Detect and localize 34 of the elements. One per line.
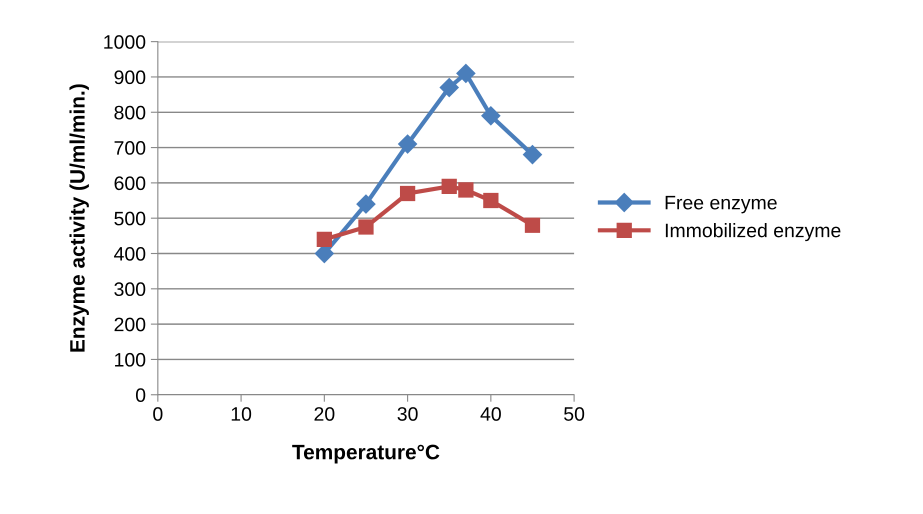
y-axis-title: Enzyme activity (U/ml/min.) bbox=[69, 84, 89, 352]
y-tick-label: 900 bbox=[114, 70, 146, 84]
legend-label: Immobilized enzyme bbox=[666, 223, 840, 242]
point bbox=[481, 106, 500, 126]
y-tick-label: 100 bbox=[115, 352, 146, 367]
x-axis-title: Temperature°C bbox=[292, 444, 440, 464]
point bbox=[522, 145, 542, 164]
point bbox=[458, 182, 474, 198]
y-tick-label: 500 bbox=[114, 212, 146, 226]
x-tick-label: 0 bbox=[153, 407, 162, 421]
x-tick-label: 10 bbox=[232, 407, 252, 421]
point bbox=[356, 194, 376, 214]
point bbox=[456, 64, 476, 83]
x-tick-label: 20 bbox=[314, 407, 334, 421]
legend-label: Free enzyme bbox=[666, 196, 777, 214]
point bbox=[398, 134, 418, 154]
y-tick-label: 600 bbox=[114, 176, 146, 190]
y-tick-label: 1000 bbox=[104, 35, 146, 49]
point bbox=[524, 218, 540, 233]
x-tick-label: 50 bbox=[564, 407, 584, 421]
point bbox=[442, 178, 457, 194]
y-tick-label: 300 bbox=[114, 282, 146, 296]
point bbox=[483, 192, 498, 208]
point bbox=[440, 78, 459, 98]
point bbox=[316, 232, 332, 248]
x-tick-label: 40 bbox=[480, 407, 501, 421]
y-tick-label: 800 bbox=[114, 106, 146, 120]
y-tick-label: 700 bbox=[114, 141, 146, 155]
point bbox=[358, 219, 374, 235]
y-tick-label: 0 bbox=[136, 388, 146, 402]
y-tick-label: 200 bbox=[114, 318, 146, 332]
point bbox=[400, 186, 416, 202]
y-tick-label: 400 bbox=[114, 246, 146, 261]
x-tick-label: 30 bbox=[398, 407, 418, 421]
